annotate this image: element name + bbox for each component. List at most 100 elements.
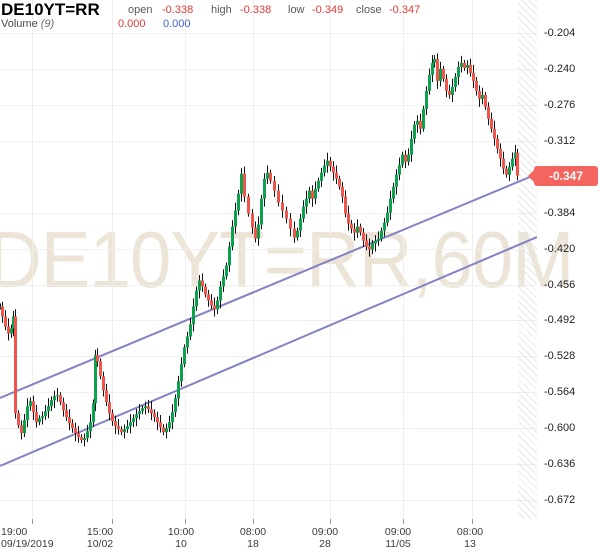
candle-body — [289, 218, 292, 229]
candle-body — [493, 128, 496, 139]
candle-body — [269, 172, 272, 181]
candle-body — [451, 86, 454, 95]
candle-body — [71, 423, 74, 429]
h-gridline — [0, 392, 537, 394]
candle-body — [260, 198, 263, 225]
candle-body — [389, 198, 392, 213]
candle-body — [180, 364, 183, 382]
price-axis-label: -0.240 — [544, 62, 576, 75]
trend-channel-line[interactable] — [0, 173, 537, 399]
candle-body — [338, 178, 341, 187]
trend-channel-line[interactable] — [0, 236, 537, 467]
candle-body — [281, 202, 284, 211]
candle-body — [457, 66, 460, 77]
candle-body — [416, 120, 419, 125]
candle-body — [511, 158, 514, 167]
candle-body — [162, 427, 165, 433]
candle-wick — [57, 388, 58, 402]
candle-body — [192, 306, 195, 325]
candle-body — [481, 94, 484, 99]
low-label: low — [288, 4, 305, 16]
candle-body — [201, 280, 204, 287]
last-price-value: -0.347 — [548, 169, 584, 183]
volume-value-1: 0.000 — [118, 18, 146, 30]
price-axis-label: -0.636 — [544, 458, 576, 471]
candle-body — [120, 429, 123, 433]
time-axis-tick — [330, 519, 331, 524]
candle-body — [65, 410, 68, 418]
time-axis-tick — [112, 519, 113, 524]
candle-body — [92, 403, 95, 423]
candle-body — [475, 80, 478, 91]
price-axis-label: -0.276 — [544, 98, 576, 111]
price-axis-label: -0.600 — [544, 422, 576, 435]
candle-body — [410, 138, 413, 155]
candle-body — [371, 243, 374, 250]
candle-body — [141, 408, 144, 412]
candle-body — [153, 413, 156, 418]
h-gridline — [0, 428, 537, 430]
candle-body — [237, 193, 240, 211]
candle-body — [26, 406, 29, 421]
candle-body — [80, 437, 83, 441]
time-axis-tick — [403, 519, 404, 524]
candle-body — [14, 316, 17, 414]
candle-body — [266, 172, 269, 179]
h-gridline — [0, 68, 537, 70]
candlestick-plot[interactable] — [0, 0, 537, 519]
candle-body — [505, 168, 508, 175]
candle-body — [428, 74, 431, 91]
time-axis-label: 10:00 10 — [167, 526, 195, 550]
candle-body — [204, 286, 207, 295]
candle-body — [472, 72, 475, 81]
candle-body — [254, 227, 257, 239]
candle-body — [132, 418, 135, 423]
candle-body — [240, 173, 243, 194]
candle-body — [174, 398, 177, 413]
candle-body — [362, 232, 365, 241]
candle-body — [165, 428, 168, 433]
candle-body — [293, 228, 296, 238]
candle-body — [436, 58, 439, 81]
chart-watermark: DE10YT=RR,60M — [0, 215, 574, 304]
candle-body — [329, 160, 332, 167]
candle-body — [356, 226, 359, 233]
candle-body — [380, 230, 383, 239]
candle-body — [83, 438, 86, 441]
candle-body — [247, 196, 250, 214]
candle-body — [386, 212, 389, 223]
candle-body — [350, 223, 353, 229]
candle-body — [317, 180, 320, 189]
candle-body — [341, 186, 344, 197]
high-value: -0.338 — [240, 4, 272, 16]
candle-body — [392, 186, 395, 199]
price-axis-label: -0.456 — [544, 278, 576, 291]
candle-body — [129, 422, 132, 427]
candle-body — [32, 401, 35, 413]
ohlc-header: DE10YT=RR open -0.338 high -0.338 low -0… — [0, 0, 600, 32]
candle-body — [454, 76, 457, 87]
candle-body — [1, 306, 4, 317]
h-gridline — [0, 500, 537, 501]
candle-body — [105, 390, 108, 403]
candle-body — [273, 180, 276, 191]
candle-body — [108, 402, 111, 414]
high-label: high — [211, 4, 232, 16]
h-gridline — [0, 212, 537, 214]
candle-body — [445, 78, 448, 91]
candle-body — [353, 228, 356, 233]
candle-body — [123, 429, 126, 433]
v-gridline — [403, 0, 404, 519]
price-tag-arrow — [528, 170, 534, 182]
close-value: -0.347 — [389, 4, 421, 16]
candle-body — [251, 213, 254, 228]
close-label: close — [356, 4, 382, 16]
candle-body — [277, 190, 280, 203]
candle-body — [383, 222, 386, 231]
candle-body — [56, 395, 59, 397]
candle-body — [514, 152, 517, 159]
h-gridline — [0, 356, 537, 358]
candle-body — [47, 406, 50, 412]
time-axis-label: 15:00 10/02 — [86, 526, 114, 550]
